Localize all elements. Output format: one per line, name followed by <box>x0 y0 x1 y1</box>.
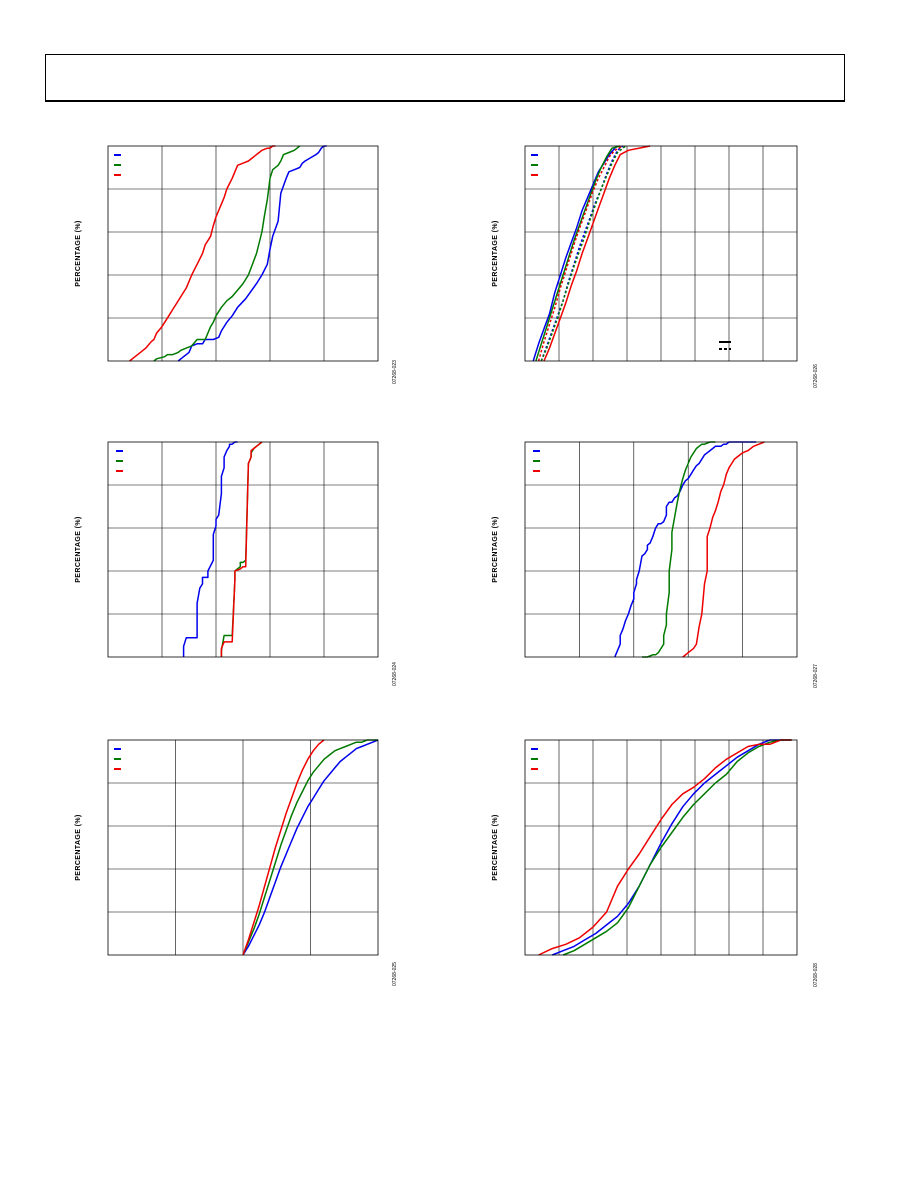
plot-frame <box>107 441 379 658</box>
chart-svg-4: PERCENTAGE (%) 07268-027 <box>492 441 819 688</box>
series-line-blue <box>242 739 379 956</box>
figure-number: 07268-025 <box>392 962 398 986</box>
figure-number: 07268-026 <box>813 364 819 388</box>
y-axis-label: PERCENTAGE (%) <box>75 220 82 287</box>
plot-frame <box>524 739 798 956</box>
y-axis-label: PERCENTAGE (%) <box>75 516 82 583</box>
series-line-red <box>220 441 263 657</box>
series-line-green <box>153 145 301 362</box>
series-line-green <box>535 145 621 362</box>
y-axis-label: PERCENTAGE (%) <box>492 814 499 881</box>
series-line-red-dashed <box>537 145 624 362</box>
series-line-green <box>242 739 378 956</box>
figure-number: 07268-024 <box>392 662 398 686</box>
chart-svg-5: PERCENTAGE (%) 07268-025 <box>75 739 398 986</box>
chart-svg-3: PERCENTAGE (%) 07268-024 <box>75 441 398 686</box>
series-line-blue <box>182 441 238 657</box>
series-line-red <box>543 145 651 362</box>
y-axis-label: PERCENTAGE (%) <box>492 516 499 583</box>
page-header-box <box>45 54 845 102</box>
figure-number: 07268-028 <box>813 963 819 987</box>
series-line-blue <box>614 441 757 658</box>
series-line-blue <box>551 739 792 956</box>
chart-panel-1: PERCENTAGE (%) 07268-023 <box>68 144 398 394</box>
figure-number: 07268-027 <box>813 664 819 688</box>
chart-panel-6: PERCENTAGE (%) 07268-028 <box>487 737 832 992</box>
series-line-green <box>562 739 792 956</box>
series-line-green <box>642 441 716 658</box>
series-line-red <box>129 145 276 362</box>
chart-svg-1: PERCENTAGE (%) 07268-023 <box>75 145 398 384</box>
series-line-blue <box>177 145 327 362</box>
series-line-red <box>682 441 765 658</box>
figure-number: 07268-023 <box>392 360 398 384</box>
chart-panel-3: PERCENTAGE (%) 07268-024 <box>68 440 398 690</box>
chart-panel-2: PERCENTAGE (%) 07268-026 <box>487 144 832 394</box>
plot-frame <box>524 145 798 362</box>
chart-panel-4: PERCENTAGE (%) 07268-027 <box>487 440 832 690</box>
series-line-blue <box>532 145 618 362</box>
series-line-green-dashed <box>540 145 627 362</box>
chart-svg-2: PERCENTAGE (%) 07268-026 <box>492 145 819 388</box>
series-line-green <box>220 441 263 657</box>
series-line-red <box>538 739 792 956</box>
series-line-red <box>242 739 325 956</box>
series-line-blue-dashed <box>540 145 624 362</box>
chart-svg-6: PERCENTAGE (%) 07268-028 <box>492 739 819 987</box>
plot-frame <box>107 739 379 956</box>
chart-panel-5: PERCENTAGE (%) 07268-025 <box>68 737 398 992</box>
plot-frame <box>524 441 798 658</box>
y-axis-label: PERCENTAGE (%) <box>492 220 499 287</box>
y-axis-label: PERCENTAGE (%) <box>75 814 82 881</box>
plot-frame <box>107 145 379 362</box>
